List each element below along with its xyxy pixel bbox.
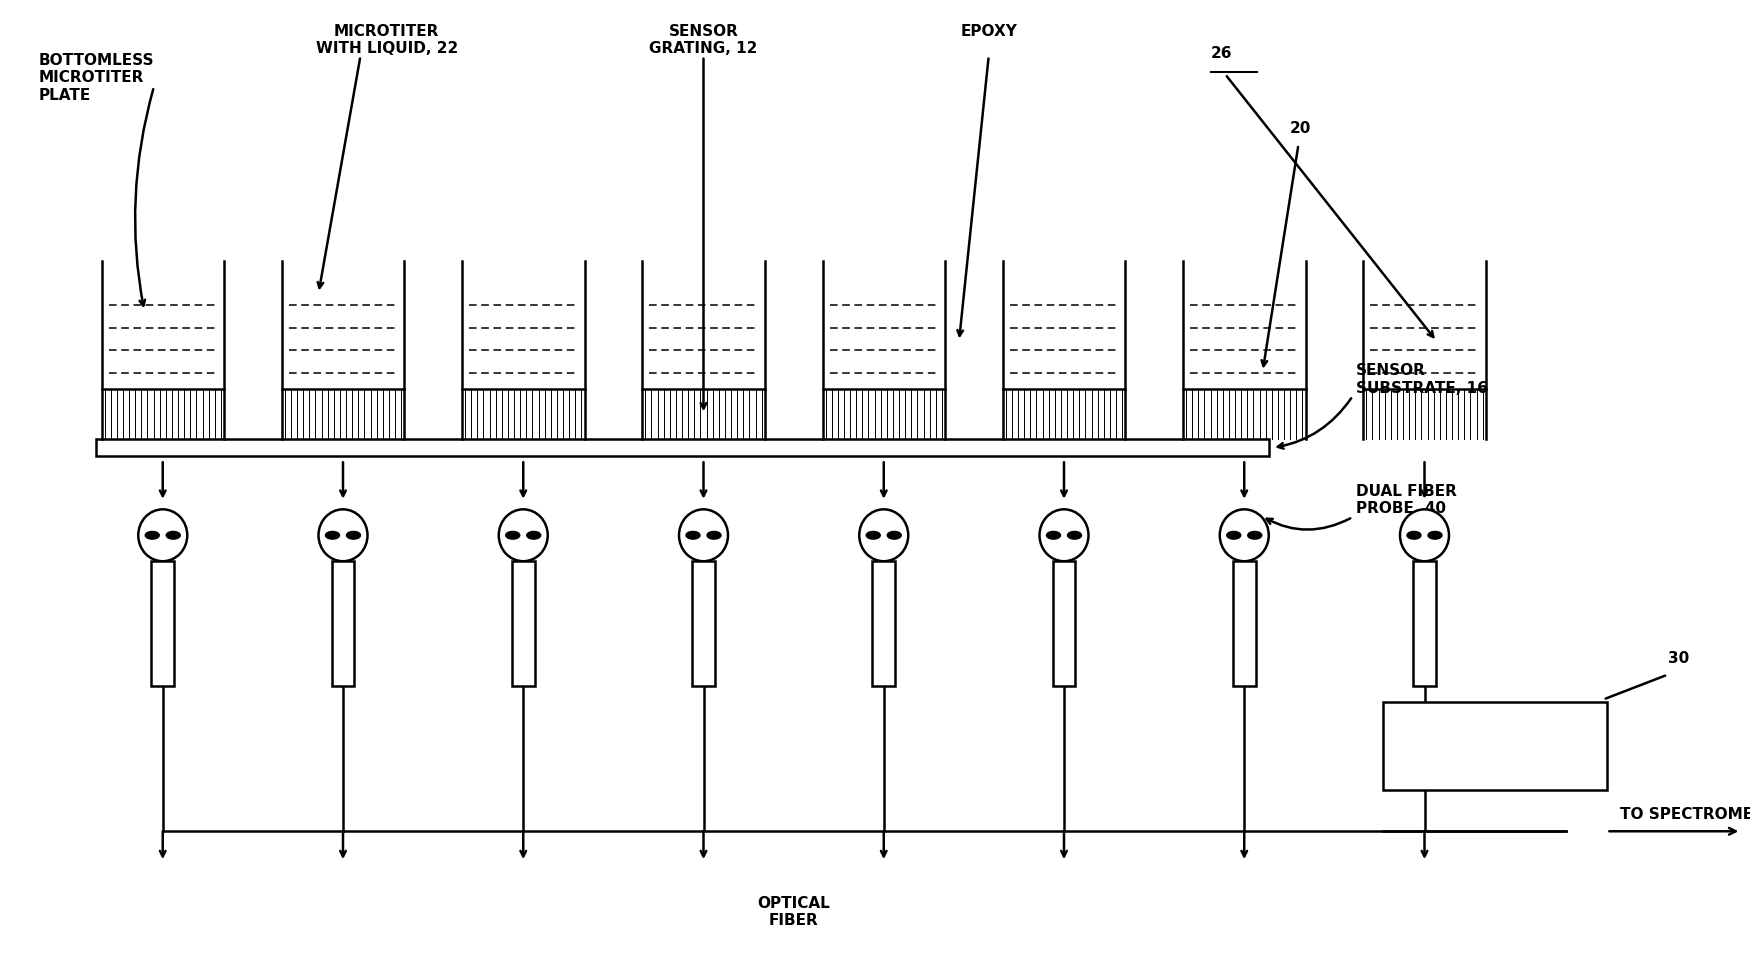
Ellipse shape (138, 509, 187, 561)
Circle shape (527, 531, 541, 539)
Circle shape (326, 531, 340, 539)
Bar (332, 561, 354, 686)
Bar (1234, 561, 1256, 686)
Circle shape (887, 531, 901, 539)
Bar (693, 561, 716, 686)
Bar (1054, 561, 1076, 686)
Circle shape (1428, 531, 1442, 539)
Circle shape (686, 531, 700, 539)
Text: 26: 26 (1211, 46, 1232, 61)
Text: SENSOR
GRATING, 12: SENSOR GRATING, 12 (649, 24, 758, 57)
Ellipse shape (859, 509, 908, 561)
Bar (873, 561, 894, 686)
Text: WHITE
LIGHT
SOURCE: WHITE LIGHT SOURCE (1460, 721, 1530, 771)
Circle shape (1227, 531, 1241, 539)
Text: SENSOR
SUBSTRATE, 16: SENSOR SUBSTRATE, 16 (1356, 363, 1488, 396)
Circle shape (1407, 531, 1421, 539)
Bar (513, 561, 536, 686)
Circle shape (707, 531, 721, 539)
Bar (96, 439, 1269, 456)
Text: 30: 30 (1668, 652, 1689, 666)
Circle shape (866, 531, 880, 539)
Circle shape (1046, 531, 1060, 539)
Bar (152, 561, 175, 686)
Ellipse shape (499, 509, 548, 561)
Circle shape (1248, 531, 1262, 539)
Text: OPTICAL
FIBER: OPTICAL FIBER (758, 896, 830, 928)
Text: 20: 20 (1290, 121, 1311, 136)
Text: EPOXY: EPOXY (961, 24, 1017, 39)
Bar (1414, 561, 1437, 686)
Circle shape (166, 531, 180, 539)
Circle shape (346, 531, 360, 539)
Ellipse shape (1400, 509, 1449, 561)
Circle shape (506, 531, 520, 539)
Ellipse shape (1040, 509, 1088, 561)
Text: DUAL FIBER
PROBE, 40: DUAL FIBER PROBE, 40 (1356, 483, 1458, 516)
Text: BOTTOMLESS
MICROTITER
PLATE: BOTTOMLESS MICROTITER PLATE (38, 53, 154, 103)
Ellipse shape (1220, 509, 1269, 561)
Circle shape (1068, 531, 1082, 539)
Circle shape (145, 531, 159, 539)
Text: MICROTITER
WITH LIQUID, 22: MICROTITER WITH LIQUID, 22 (315, 24, 458, 57)
Ellipse shape (679, 509, 728, 561)
Ellipse shape (318, 509, 368, 561)
Bar (1382, 702, 1606, 790)
Text: TO SPECTROMETER: TO SPECTROMETER (1620, 807, 1750, 822)
